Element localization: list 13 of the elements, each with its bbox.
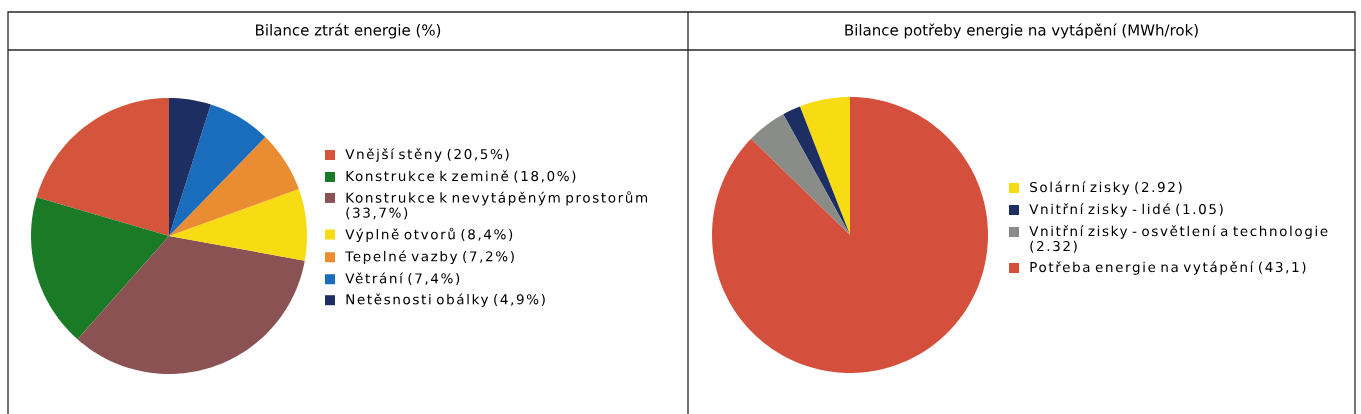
chart-title: Bilance ztrát energie (%) xyxy=(256,23,441,39)
legend-label: Vnitřní zisky - lidé (1.05) xyxy=(1029,203,1223,217)
legend-label: Konstrukce k zemině (18,0%) xyxy=(346,170,576,183)
chart-title: Bilance potřeby energie na vytápění (MWh/rok) xyxy=(845,23,1198,39)
legend-label: Potřeba energie na vytápění (43,1) xyxy=(1030,261,1306,275)
legend-label: Vnitřní zisky - osvětlení a technologie (2.32) xyxy=(1029,225,1328,253)
legend-label: Výplně otvorů (8,4%) xyxy=(345,227,513,243)
legend-label: Solární zisky (2.92) xyxy=(1030,181,1182,195)
legend-label: Větrání (7,4%) xyxy=(345,272,460,286)
legend-label: Vnější stěny (20,5%) xyxy=(345,148,509,162)
legend-label: Netěsnosti obálky (4,9%) xyxy=(346,293,545,308)
legend-label: Tepelné vazby (7,2%) xyxy=(345,250,514,265)
legend-label: Konstrukce k nevytápěným prostorům (33,7%) xyxy=(346,191,648,220)
